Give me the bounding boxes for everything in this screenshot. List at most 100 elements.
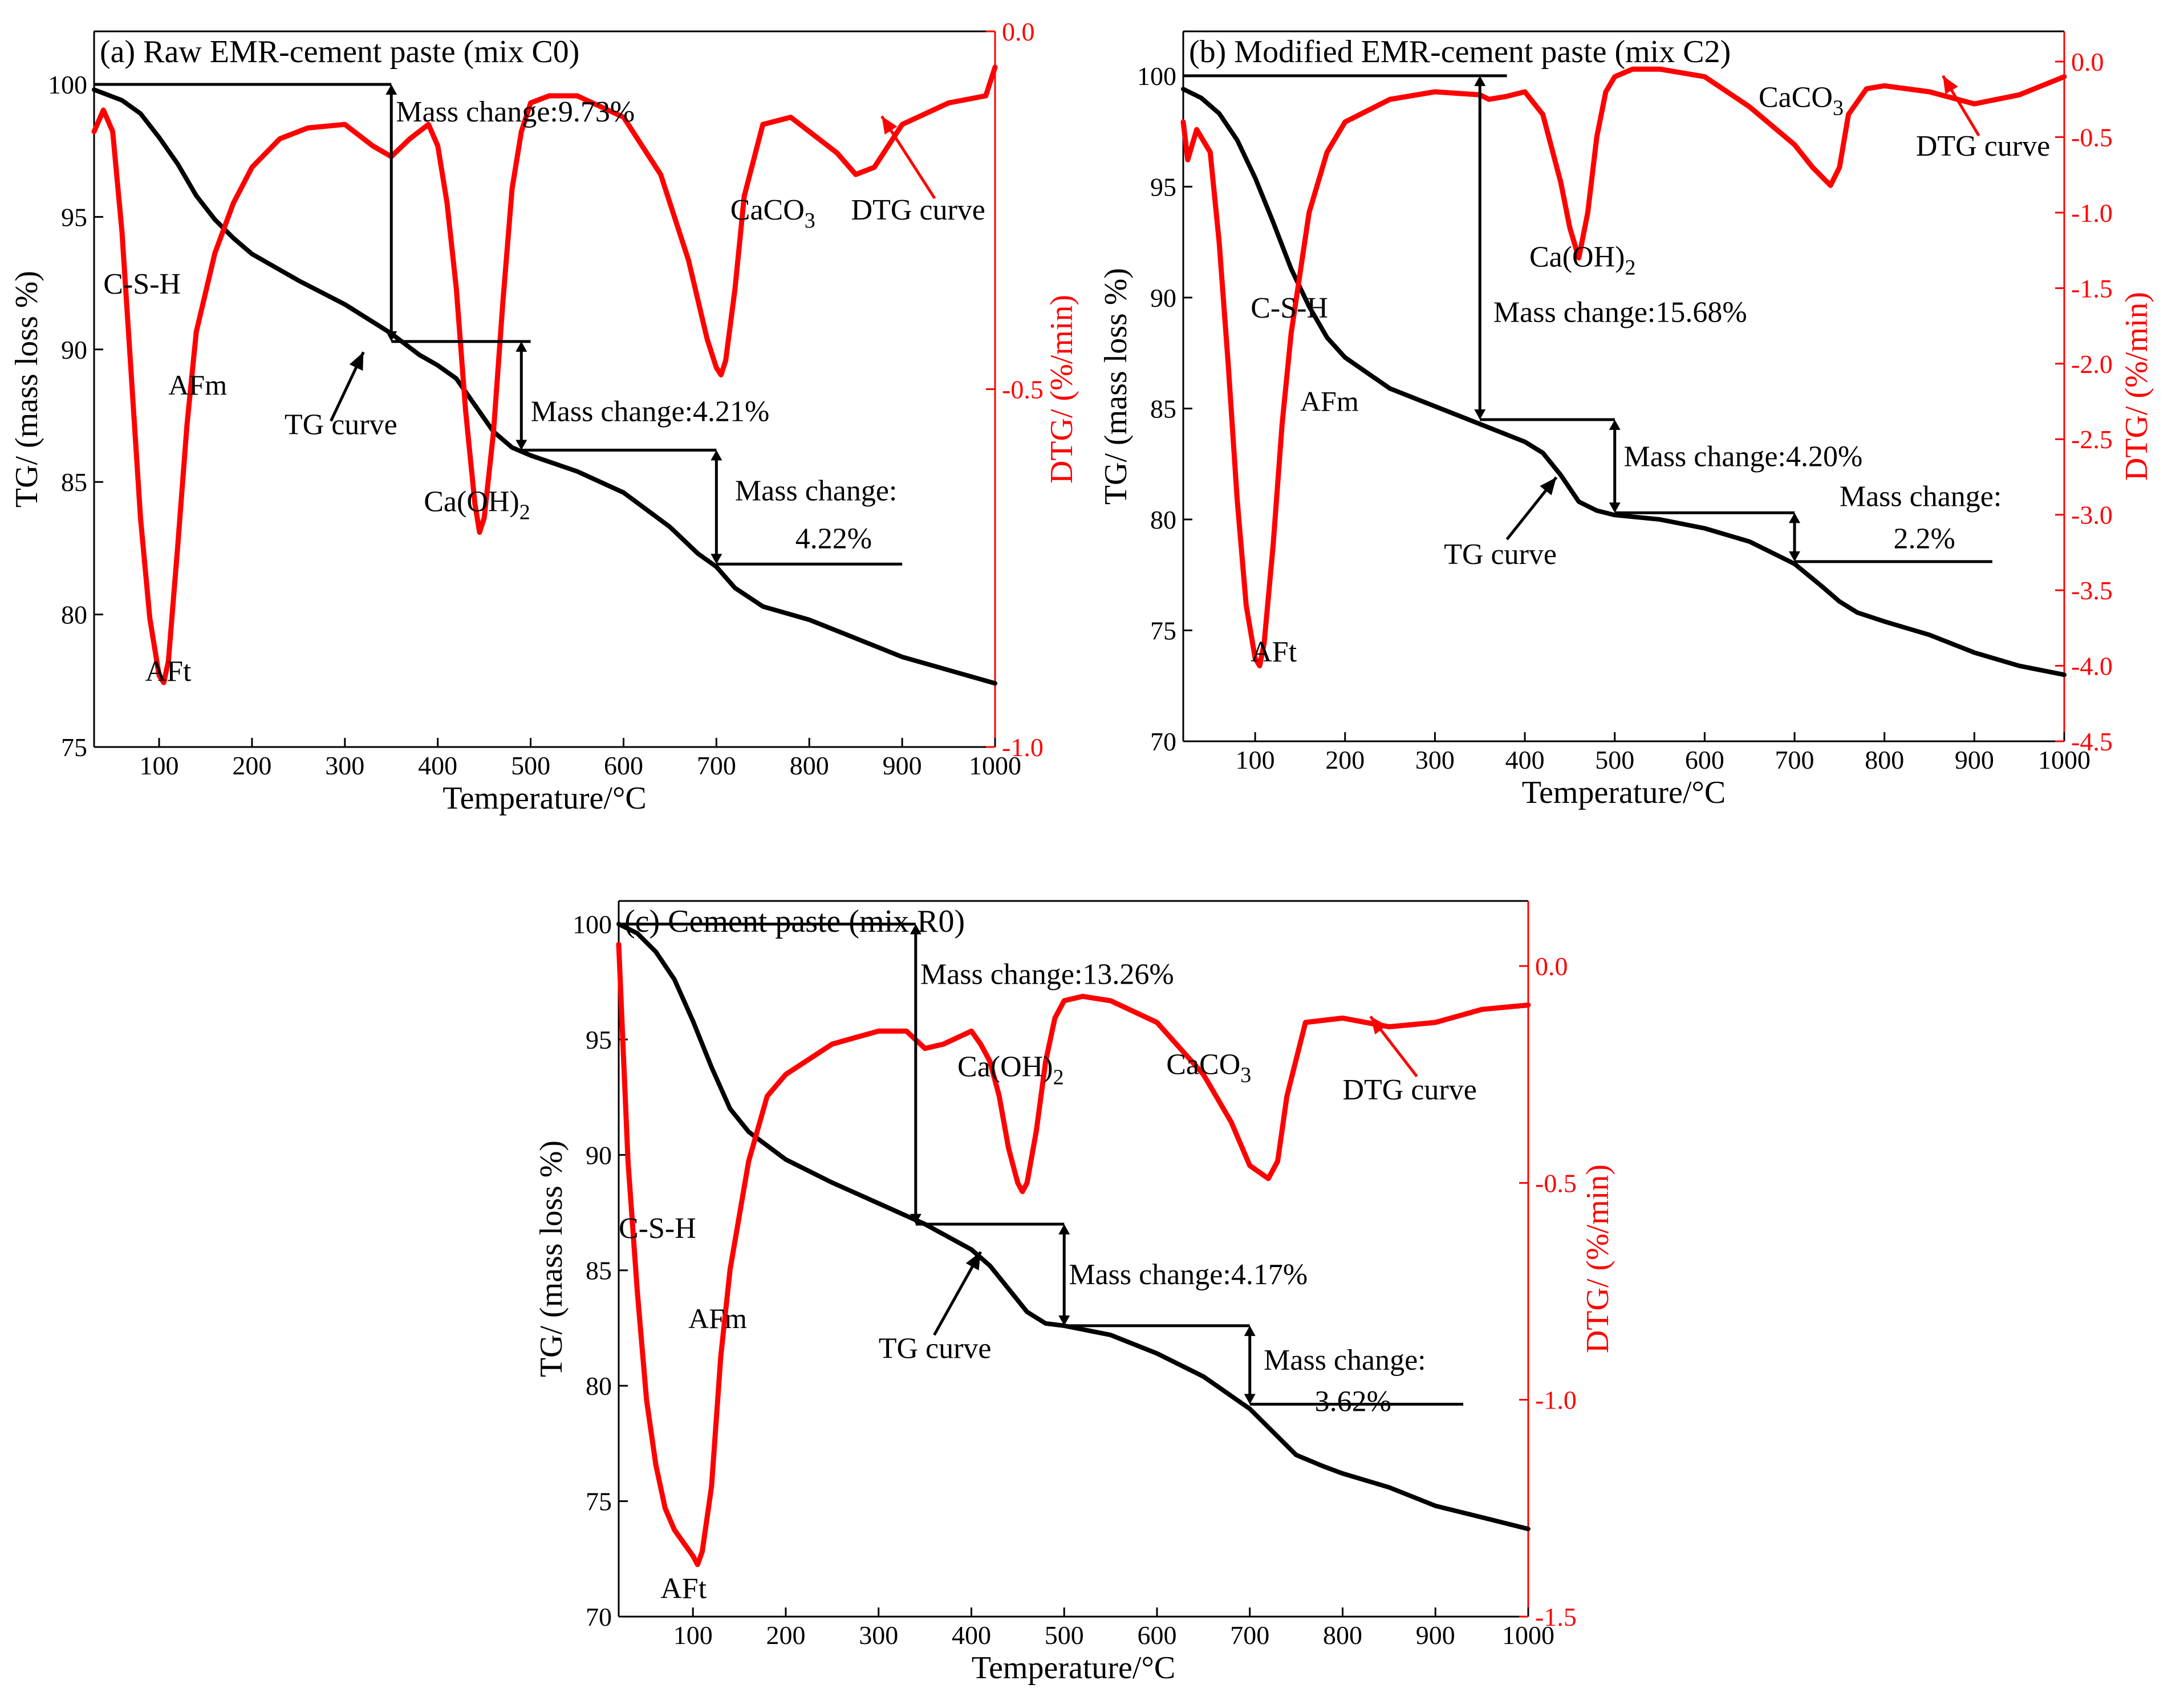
- y2-tick-label: -1.0: [2071, 198, 2113, 228]
- y2-tick-label: -3.5: [2071, 576, 2113, 605]
- mass1-arrow-head-bottom: [910, 1213, 921, 1224]
- panel-title: (c) Cement paste (mix R0): [624, 904, 965, 939]
- mass1-arrow-head-bottom: [1474, 409, 1486, 420]
- x-tick-label: 100: [673, 1621, 713, 1650]
- y-tick-label: 95: [586, 1025, 612, 1054]
- dtg-pointer-arrow-head: [882, 116, 898, 135]
- panel-b: 100 200 300 400 500 600 700 800 900 1000 70 75 80 85 9…: [1098, 30, 2154, 810]
- mass1-arrow-head-bottom: [385, 331, 397, 342]
- y-tick-label: 75: [1150, 616, 1176, 645]
- dtg-pointer-arrow-head: [1370, 1016, 1387, 1035]
- mass2-arrow-head-top: [515, 341, 527, 352]
- mass2-arrow-head-top: [1058, 1224, 1070, 1235]
- dtg-pointer-arrow-head: [1943, 75, 1958, 95]
- csh-label: C-S-H: [103, 268, 181, 301]
- mass-change-label-2: Mass change:4.21%: [531, 395, 770, 428]
- tg-pointer-arrow-head: [965, 1252, 981, 1270]
- y2-tick-label: -0.5: [1535, 1168, 1577, 1197]
- x-tick-label: 200: [1325, 745, 1365, 774]
- y-tick-label: 75: [586, 1487, 612, 1516]
- y2-tick-label: -4.5: [2071, 727, 2113, 756]
- mass-change-label-3a: Mass change:: [1840, 481, 2002, 513]
- y-axis-title: TG/ (mass loss %): [534, 1140, 569, 1377]
- mass-change-label-3b: 3.62%: [1315, 1386, 1391, 1418]
- mass3-arrow-head-top: [711, 450, 722, 461]
- mass2-arrow-head-top: [1609, 419, 1621, 430]
- y2-axis-title: DTG/ (%/min): [1580, 1164, 1615, 1353]
- y-tick-label: 95: [61, 202, 87, 232]
- x-tick-label: 1000: [2038, 745, 2090, 774]
- y2-tick-label: -2.5: [2071, 425, 2113, 454]
- x-tick-label: 800: [790, 751, 829, 780]
- tg-series-line: [616, 921, 1531, 1532]
- y2-tick-label: -0.5: [1002, 375, 1044, 404]
- y-tick-label: 80: [1150, 505, 1176, 534]
- y-tick-label: 100: [573, 910, 612, 939]
- y-tick-label: 85: [61, 468, 87, 497]
- dtg-curve-label: DTG curve: [851, 194, 985, 226]
- y2-tick-label: 0.0: [1535, 952, 1568, 981]
- y-tick-label: 90: [586, 1140, 612, 1170]
- x-tick-label: 600: [604, 751, 643, 780]
- x-tick-label: 700: [697, 751, 736, 780]
- tg-curve-label: TG curve: [879, 1333, 992, 1365]
- afm-label: AFm: [1300, 385, 1359, 417]
- tg-curve-label: TG curve: [285, 409, 397, 441]
- panel-title: (b) Modified EMR-cement paste (mix C2): [1189, 34, 1731, 70]
- mass3-arrow-head-top: [1789, 513, 1801, 523]
- x-tick-label: 500: [1045, 1621, 1084, 1650]
- y-tick-label: 95: [1150, 172, 1176, 201]
- afm-label: AFm: [168, 369, 227, 401]
- tg-series-line: [1181, 87, 2067, 677]
- x-tick-label: 900: [1416, 1621, 1455, 1650]
- dtg-curve-label: DTG curve: [1342, 1074, 1476, 1106]
- x-tick-label: 600: [1685, 745, 1724, 774]
- caoh2-label: Ca(OH)2: [1529, 241, 1636, 279]
- y-tick-label: 90: [61, 335, 87, 364]
- y2-tick-label: -1.0: [1535, 1386, 1577, 1415]
- dtg-curve-label: DTG curve: [1916, 130, 2050, 163]
- mass-change-label-3a: Mass change:: [1264, 1344, 1426, 1377]
- x-tick-label: 100: [1236, 745, 1275, 774]
- y2-tick-label: -1.0: [1002, 733, 1044, 762]
- y2-tick-label: -2.0: [2071, 350, 2113, 379]
- y-tick-label: 85: [586, 1256, 612, 1285]
- dtg-series-line: [91, 64, 998, 685]
- y-tick-label: 70: [586, 1602, 612, 1631]
- mass-change-label-1: Mass change:15.68%: [1493, 297, 1747, 329]
- x-tick-label: 400: [1505, 745, 1545, 774]
- aft-label: AFt: [1251, 636, 1297, 668]
- x-axis-title: Temperature/°C: [1522, 775, 1726, 810]
- x-tick-label: 900: [883, 751, 922, 780]
- mass1-arrow-head-top: [385, 84, 397, 95]
- x-tick-label: 100: [140, 751, 179, 780]
- caoh2-label: Ca(OH)2: [424, 485, 530, 524]
- aft-label: AFt: [660, 1573, 707, 1605]
- x-tick-label: 800: [1323, 1621, 1362, 1650]
- x-tick-label: 200: [766, 1621, 805, 1650]
- y-tick-label: 85: [1150, 394, 1176, 423]
- y2-tick-label: -0.5: [2071, 123, 2113, 152]
- mass-change-label-3b: 2.2%: [1893, 523, 1955, 555]
- y-tick-label: 100: [48, 70, 87, 99]
- mass1-arrow-head-top: [1474, 75, 1486, 86]
- x-tick-label: 700: [1230, 1621, 1269, 1650]
- mass3-arrow-head-bottom: [1789, 551, 1801, 562]
- y2-tick-label: 0.0: [2071, 47, 2104, 76]
- dtg-series-line: [616, 941, 1531, 1568]
- caco3-label: CaCO3: [1166, 1049, 1251, 1087]
- aft-label: AFt: [145, 655, 192, 688]
- mass3-arrow-head-bottom: [1244, 1394, 1256, 1404]
- mass3-arrow-head-top: [1244, 1325, 1256, 1336]
- y-tick-label: 90: [1150, 283, 1176, 312]
- x-tick-label: 1000: [969, 751, 1021, 780]
- mass-change-label-1: Mass change:13.26%: [920, 959, 1174, 991]
- tg-pointer-arrow-head: [1540, 477, 1557, 496]
- x-tick-label: 500: [1595, 745, 1634, 774]
- x-tick-label: 1000: [1502, 1621, 1554, 1650]
- mass-change-label-3a: Mass change:: [735, 475, 897, 508]
- mass-change-label-1: Mass change:9.73%: [396, 96, 635, 128]
- csh-label: C-S-H: [1251, 292, 1328, 324]
